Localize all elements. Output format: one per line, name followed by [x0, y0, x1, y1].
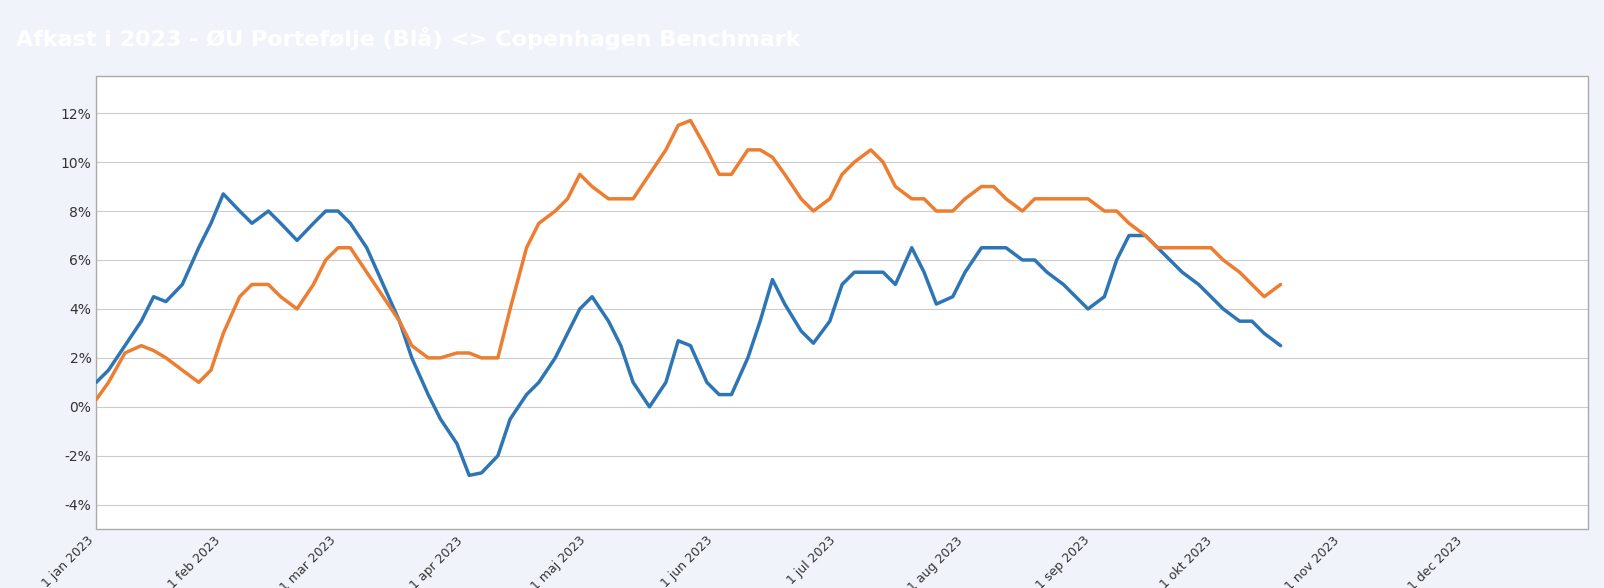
Bar — [96, 76, 1588, 529]
Text: Afkast i 2023 - ØU Portefølje (Blå) <> Copenhagen Benchmark: Afkast i 2023 - ØU Portefølje (Blå) <> C… — [16, 27, 800, 51]
